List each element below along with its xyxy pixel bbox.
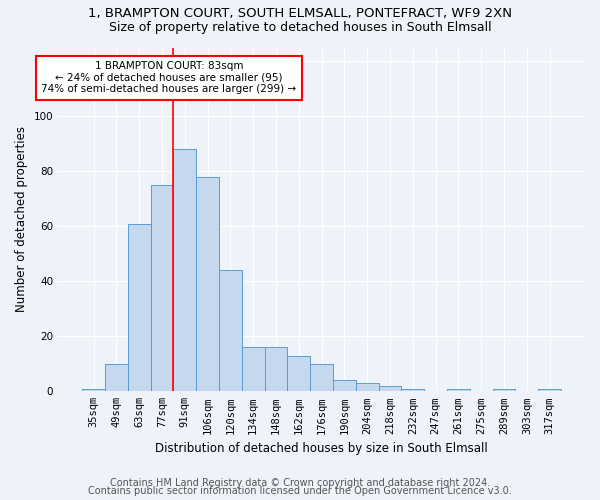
- Bar: [242, 348, 265, 392]
- Bar: [379, 386, 401, 392]
- Y-axis label: Number of detached properties: Number of detached properties: [15, 126, 28, 312]
- Bar: [493, 388, 515, 392]
- Bar: [356, 383, 379, 392]
- Bar: [447, 388, 470, 392]
- Bar: [196, 177, 219, 392]
- Bar: [173, 150, 196, 392]
- Text: Size of property relative to detached houses in South Elmsall: Size of property relative to detached ho…: [109, 21, 491, 34]
- Text: 1, BRAMPTON COURT, SOUTH ELMSALL, PONTEFRACT, WF9 2XN: 1, BRAMPTON COURT, SOUTH ELMSALL, PONTEF…: [88, 8, 512, 20]
- Bar: [310, 364, 333, 392]
- Text: Contains public sector information licensed under the Open Government Licence v3: Contains public sector information licen…: [88, 486, 512, 496]
- Bar: [128, 224, 151, 392]
- Bar: [265, 348, 287, 392]
- Bar: [82, 388, 105, 392]
- Text: 1 BRAMPTON COURT: 83sqm
← 24% of detached houses are smaller (95)
74% of semi-de: 1 BRAMPTON COURT: 83sqm ← 24% of detache…: [41, 62, 296, 94]
- Bar: [151, 185, 173, 392]
- Bar: [333, 380, 356, 392]
- Bar: [219, 270, 242, 392]
- Bar: [538, 388, 561, 392]
- Bar: [105, 364, 128, 392]
- Bar: [401, 388, 424, 392]
- X-axis label: Distribution of detached houses by size in South Elmsall: Distribution of detached houses by size …: [155, 442, 488, 455]
- Bar: [287, 356, 310, 392]
- Text: Contains HM Land Registry data © Crown copyright and database right 2024.: Contains HM Land Registry data © Crown c…: [110, 478, 490, 488]
